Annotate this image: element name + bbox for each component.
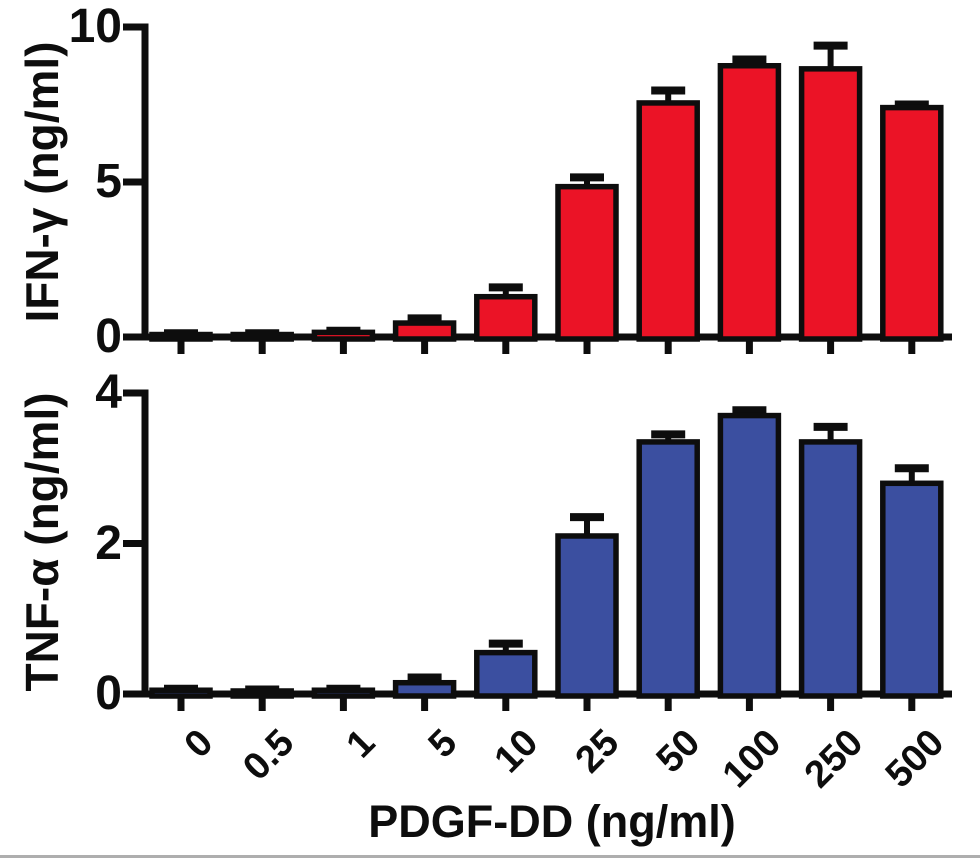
bar-IFN-γ-0 (149, 331, 213, 342)
bar-IFN-γ-5 (392, 320, 457, 342)
bar-IFN-γ-1 (311, 329, 376, 342)
x-axis-title: PDGF-DD (ng/ml) (368, 796, 736, 847)
y-tick-label: 2 (95, 516, 122, 570)
bar-TNF-α-50 (636, 439, 700, 699)
bar-TNF-α-100 (717, 412, 782, 699)
bar-TNF-α-250 (798, 439, 863, 699)
y-tick-label: 0 (95, 310, 122, 363)
bar-IFN-γ-500 (880, 104, 944, 342)
bar-IFN-γ-25 (555, 183, 619, 342)
bar-TNF-α-500 (880, 480, 944, 699)
bottom-rule (0, 855, 980, 858)
bar-IFN-γ-100 (717, 63, 782, 342)
bar-TNF-α-25 (555, 533, 619, 699)
y-tick-label: 0 (95, 667, 122, 720)
y-tick-label: 4 (95, 366, 122, 419)
bar-IFN-γ-250 (798, 66, 863, 342)
bar-IFN-γ-0.5 (230, 331, 294, 342)
bar-TNF-α-0 (149, 687, 213, 699)
bar-TNF-α-10 (474, 649, 538, 699)
bar-IFN-γ-10 (474, 293, 538, 342)
bar-TNF-α-0.5 (230, 688, 294, 699)
y-tick-label: 5 (95, 155, 122, 208)
bar-IFN-γ-50 (636, 100, 700, 342)
y-tick-label: 10 (68, 0, 122, 53)
bar-TNF-α-5 (392, 679, 457, 699)
bar-TNF-α-1 (311, 687, 376, 699)
